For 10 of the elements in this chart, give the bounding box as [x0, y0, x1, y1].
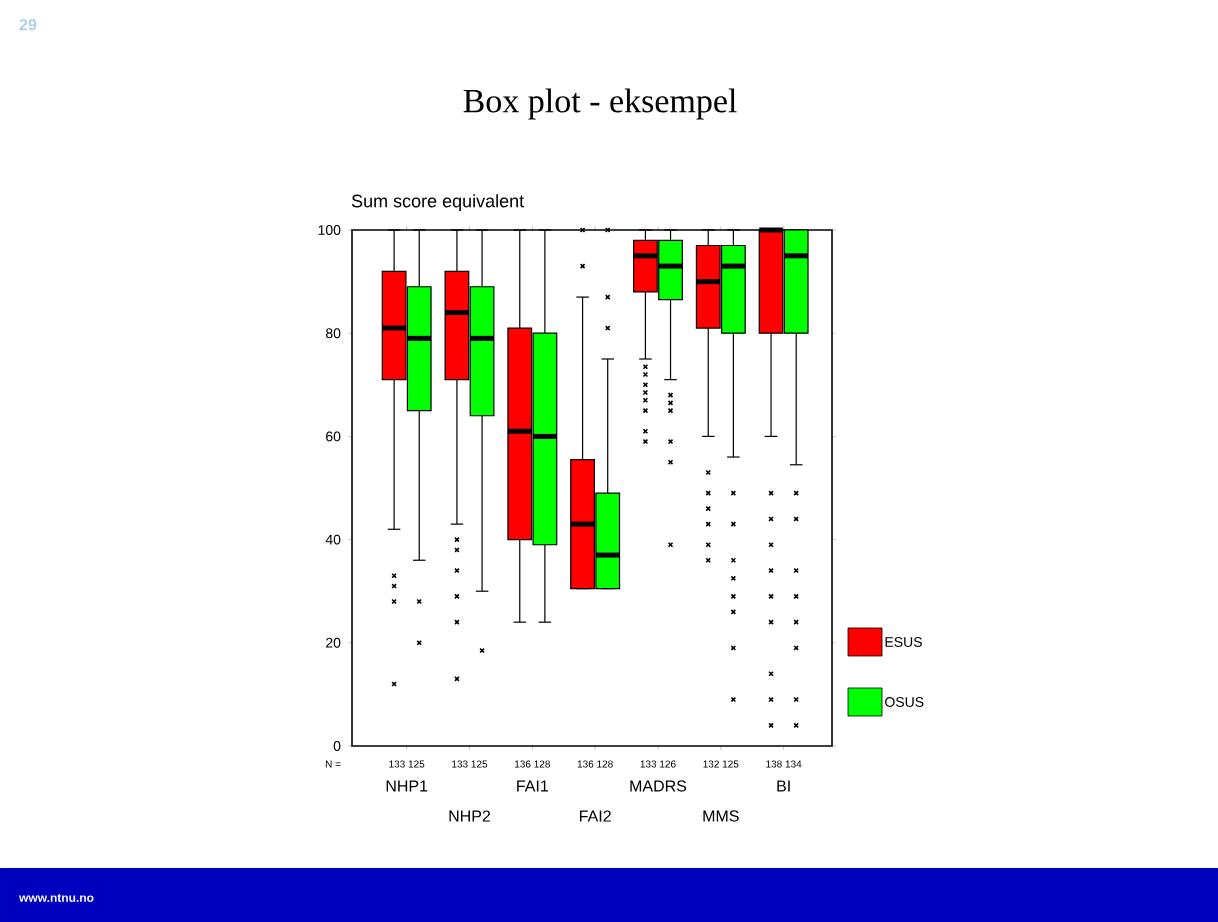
x-tick-label: NHP1 — [386, 780, 428, 792]
x-tick-label: FAI2 — [580, 810, 611, 822]
chart-title: Box plot - eksempel — [463, 88, 737, 120]
x-tick-label: BI — [777, 780, 790, 792]
x-tick-label: NHP2 — [449, 810, 491, 822]
text: 29 — [19, 19, 37, 31]
x-tick-label: MADRS — [630, 780, 687, 792]
y-axis-title: Sum score equivalent — [351, 194, 524, 211]
x-tick-label: MMS — [703, 810, 739, 822]
x-tick-label: FAI1 — [517, 780, 549, 792]
